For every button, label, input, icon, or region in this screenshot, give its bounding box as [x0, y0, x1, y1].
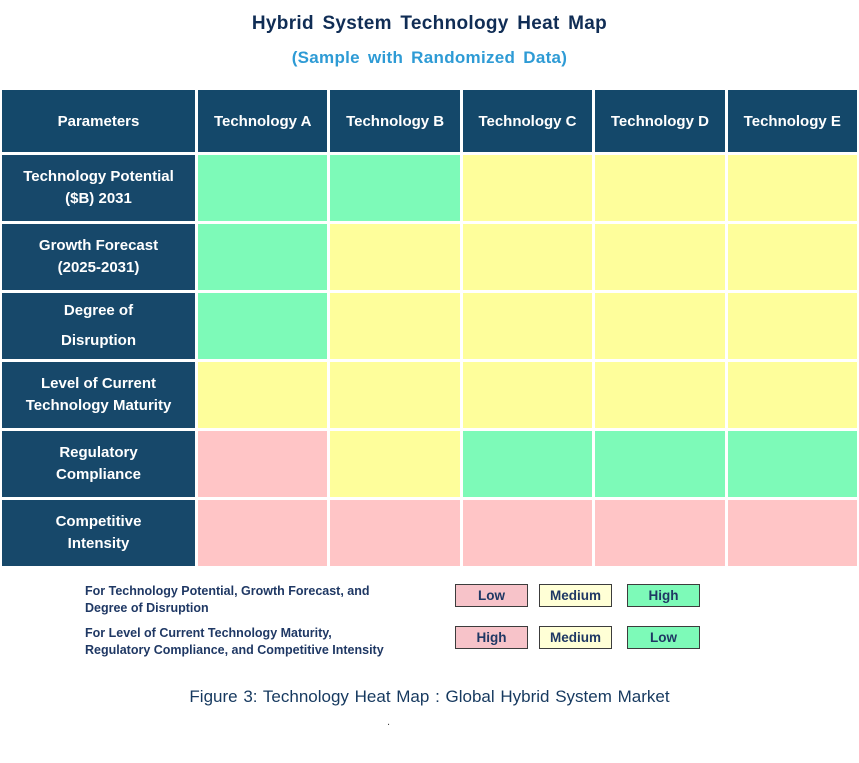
heatmap-cell-r3-tech-e: [727, 293, 857, 359]
column-header-technology-a: Technology A: [198, 90, 328, 152]
row-label-line: Intensity: [67, 535, 130, 552]
legend-swatches: Low Medium High: [455, 584, 700, 607]
heatmap-cell-r4-tech-c: [462, 362, 593, 428]
legend-scale-description: For Technology Potential, Growth Forecas…: [85, 583, 450, 616]
row-label-degree-of-disruption: Degree of Disruption: [2, 293, 195, 359]
row-label-line: Technology Potential: [23, 168, 174, 186]
heatmap-cell-r6-tech-e: [727, 500, 857, 566]
heatmap-cell-r2-tech-b: [330, 224, 460, 290]
heatmap-cell-r3-tech-d: [595, 293, 725, 359]
title-block: Hybrid System Technology Heat Map (Sampl…: [0, 0, 859, 90]
row-label-line: Compliance: [55, 466, 142, 483]
column-header-technology-c: Technology C: [462, 90, 593, 152]
legend-swatch-medium: Medium: [539, 626, 612, 649]
legend-label-line: For Level of Current Technology Maturity…: [85, 626, 332, 640]
heatmap-table: Parameters Technology A Technology B Tec…: [2, 90, 857, 566]
heatmap-cell-r3-tech-c: [462, 293, 593, 359]
heatmap-cell-r5-tech-e: [727, 431, 857, 497]
legend-swatch-medium: Medium: [539, 584, 612, 607]
row-label-technology-maturity: Level of Current Technology Maturity: [2, 362, 195, 428]
legend-scale-description: For Level of Current Technology Maturity…: [85, 625, 450, 658]
footnote-dot: .: [387, 716, 391, 728]
heatmap-cell-r2-tech-a: [198, 224, 328, 290]
heatmap-cell-r1-tech-c: [462, 155, 593, 221]
heatmap-cell-r3-tech-a: [198, 293, 328, 359]
heatmap-cell-r6-tech-b: [330, 500, 460, 566]
heatmap-cell-r5-tech-c: [462, 431, 593, 497]
row-label-growth-forecast: Growth Forecast (2025-2031): [2, 224, 195, 290]
row-label-line: Level of Current: [40, 375, 157, 393]
heatmap-cell-r1-tech-a: [198, 155, 328, 221]
row-label-line: Degree of: [63, 302, 134, 319]
column-header-technology-d: Technology D: [595, 90, 725, 152]
column-header-technology-e: Technology E: [727, 90, 857, 152]
heatmap-cell-r4-tech-e: [727, 362, 857, 428]
legend-swatch-low: Low: [627, 626, 700, 649]
row-label-line: (2025-2031): [57, 259, 140, 276]
legend-swatch-low: Low: [455, 584, 528, 607]
row-label-line: Growth Forecast: [38, 237, 159, 255]
row-label-line: ($B) 2031: [65, 190, 132, 207]
heatmap-cell-r4-tech-d: [595, 362, 725, 428]
heatmap-cell-r2-tech-c: [462, 224, 593, 290]
row-label-competitive-intensity: Competitive Intensity: [2, 500, 195, 566]
heatmap-cell-r5-tech-a: [198, 431, 328, 497]
row-label-line: Competitive: [55, 513, 142, 531]
legend-label-line: For Technology Potential, Growth Forecas…: [85, 584, 370, 598]
heatmap-cell-r5-tech-b: [330, 431, 460, 497]
heatmap-cell-r2-tech-e: [727, 224, 857, 290]
heatmap-cell-r3-tech-b: [330, 293, 460, 359]
color-key-legend: For Technology Potential, Growth Forecas…: [85, 583, 859, 658]
heatmap-cell-r5-tech-d: [595, 431, 725, 497]
heatmap-cell-r1-tech-d: [595, 155, 725, 221]
row-label-line: Regulatory: [59, 444, 138, 462]
legend-row-positive-scale: For Technology Potential, Growth Forecas…: [85, 583, 859, 616]
row-label-line: Technology Maturity: [25, 397, 172, 414]
heatmap-cell-r1-tech-b: [330, 155, 460, 221]
legend-row-inverted-scale: For Level of Current Technology Maturity…: [85, 625, 859, 658]
row-label-line: Disruption: [61, 332, 136, 349]
heatmap-cell-r2-tech-d: [595, 224, 725, 290]
legend-swatch-high: High: [627, 584, 700, 607]
heatmap-cell-r4-tech-a: [198, 362, 328, 428]
heatmap-cell-r1-tech-e: [727, 155, 857, 221]
page-title: Hybrid System Technology Heat Map: [251, 13, 608, 34]
heatmap-cell-r6-tech-a: [198, 500, 328, 566]
legend-label-line: Degree of Disruption: [85, 600, 209, 615]
legend-label-line: Regulatory Compliance, and Competitive I…: [85, 642, 384, 657]
heatmap-cell-r6-tech-c: [462, 500, 593, 566]
column-header-parameters: Parameters: [2, 90, 195, 152]
figure-caption: Figure 3: Technology Heat Map : Global H…: [189, 687, 670, 706]
heatmap-cell-r6-tech-d: [595, 500, 725, 566]
column-header-technology-b: Technology B: [330, 90, 460, 152]
legend-swatches: High Medium Low: [455, 626, 700, 649]
page-subtitle: (Sample with Randomized Data): [291, 48, 568, 67]
row-label-regulatory-compliance: Regulatory Compliance: [2, 431, 195, 497]
legend-swatch-high: High: [455, 626, 528, 649]
row-label-technology-potential: Technology Potential ($B) 2031: [2, 155, 195, 221]
heatmap-cell-r4-tech-b: [330, 362, 460, 428]
